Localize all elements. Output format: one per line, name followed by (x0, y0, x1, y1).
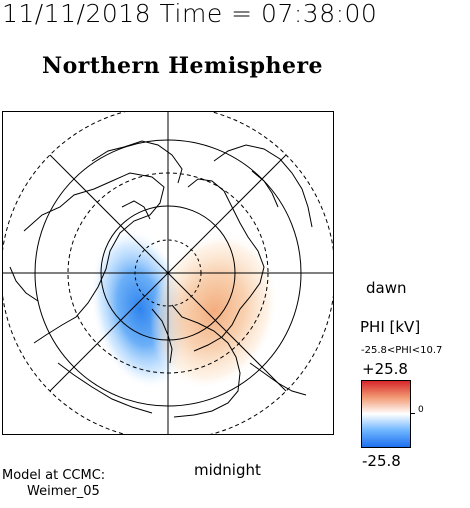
model-name: Weimer_05 (27, 484, 100, 499)
midnight-label: midnight (194, 461, 261, 479)
colorbar-range: -25.8<PHI<10.7 (361, 345, 443, 356)
plot-frame (2, 111, 334, 435)
positive-potential-cell (150, 232, 278, 390)
plot-title: Northern Hemisphere (42, 53, 324, 79)
polar-plot (2, 111, 334, 435)
colorbar-max-label: +25.8 (362, 360, 408, 378)
timestamp: 11/11/2018 Time = 07:38:00 (2, 0, 378, 28)
colorbar-variable: PHI [kV] (360, 318, 421, 336)
colorbar-zero-tick (411, 413, 415, 414)
dawn-label: dawn (366, 279, 407, 297)
colorbar-min-label: -25.8 (362, 452, 401, 470)
colorbar-zero-label: 0 (418, 405, 424, 415)
model-label: Model at CCMC: (2, 468, 106, 483)
colorbar (361, 380, 411, 448)
